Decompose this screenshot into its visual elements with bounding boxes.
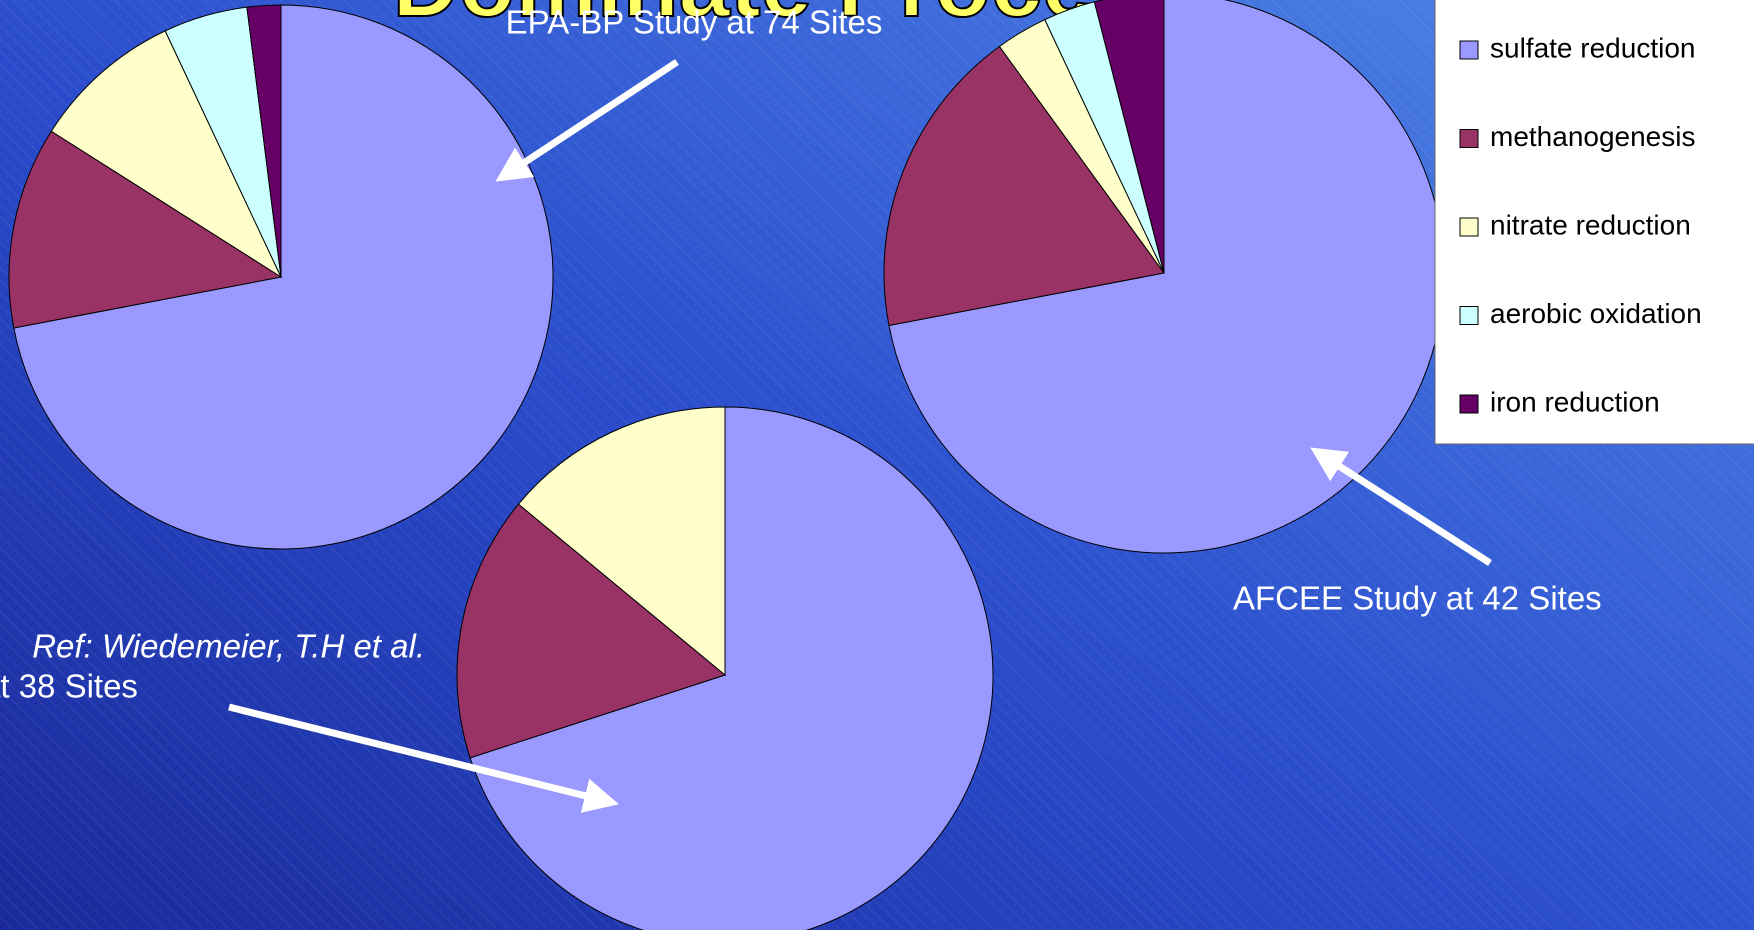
pie-slice — [246, 4, 282, 278]
arrow — [495, 59, 679, 182]
pie-slice — [517, 406, 726, 677]
pie-label: at 38 Sites — [0, 668, 138, 705]
legend-label: nitrate reduction — [1490, 209, 1691, 240]
pie-slice — [8, 130, 283, 329]
pie-slice — [50, 30, 283, 279]
legend-box — [1434, 0, 1754, 445]
arrow — [228, 703, 619, 813]
legend-swatch — [1459, 306, 1479, 325]
arrow — [1310, 447, 1492, 566]
legend-swatch — [1459, 217, 1479, 237]
pie-slice — [883, 45, 1165, 327]
pie-slice — [456, 503, 727, 759]
pie-slice — [13, 4, 554, 550]
source-note: Ref: Wiedemeier, T.H et al. — [32, 628, 425, 665]
legend-swatch — [1459, 394, 1479, 414]
legend-label: aerobic oxidation — [1490, 298, 1702, 329]
pie-slice — [1093, 0, 1165, 274]
legend: sulfate reduction methanogenesis nitrate r… — [1434, 0, 1754, 445]
pies — [8, 0, 1445, 930]
legend-label: sulfate reduction — [1490, 32, 1695, 63]
pie-label: AFCEE Study at 42 Sites — [1233, 580, 1602, 617]
legend-swatch — [1459, 40, 1479, 60]
legend-swatch — [1459, 129, 1479, 148]
pie-slice — [888, 0, 1445, 554]
legend-label: iron reduction — [1490, 386, 1660, 417]
pie-label: EPA-BP Study at 74 Sites — [506, 4, 883, 41]
legend-label: methanogenesis — [1490, 121, 1695, 152]
